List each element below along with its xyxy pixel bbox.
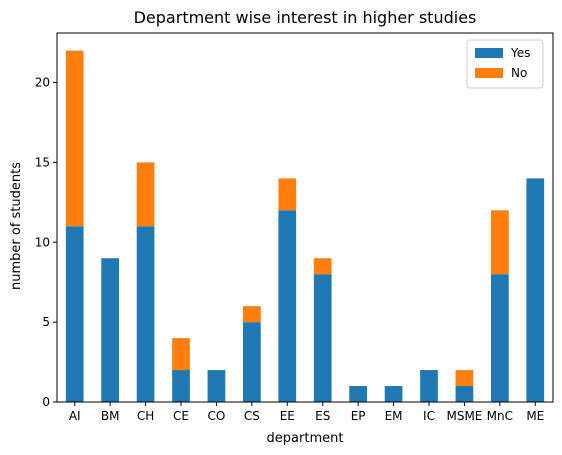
- bar-no-ai: [65, 50, 84, 227]
- bar-yes-ch: [136, 226, 155, 402]
- bar-no-ce: [172, 338, 190, 371]
- bar-yes-me: [526, 178, 545, 402]
- x-tick-label: EM: [385, 409, 403, 423]
- bar-no-msme: [455, 370, 474, 387]
- x-tick-label: EE: [280, 409, 295, 423]
- bar-yes-co: [207, 370, 226, 402]
- y-tick-label: 0: [42, 395, 50, 409]
- bar-yes-ic: [420, 370, 438, 402]
- legend-swatch-yes: [475, 48, 503, 58]
- plot-frame: [56, 32, 554, 403]
- x-tick-label: MnC: [487, 409, 513, 423]
- bar-yes-em: [384, 386, 403, 402]
- legend: Yes No: [466, 39, 544, 89]
- x-tick-label: CH: [137, 409, 154, 423]
- bar-yes-cs: [243, 322, 261, 402]
- bar-yes-es: [313, 274, 332, 402]
- x-tick-label: MSME: [446, 409, 482, 423]
- bar-yes-ee: [278, 210, 297, 402]
- x-tick-label: BM: [101, 409, 120, 423]
- x-tick-label: ME: [526, 409, 544, 423]
- axes-group: AI BM CH CE CO CS EE ES EP EM IC MSME MnC ME 0 5 10 15 20: [35, 32, 554, 423]
- bar-no-ee: [278, 178, 297, 211]
- x-tick-label: CE: [173, 409, 189, 423]
- legend-label-no: No: [511, 66, 527, 80]
- chart-title: Department wise interest in higher studi…: [134, 8, 477, 27]
- bar-no-es: [313, 258, 332, 275]
- bar-yes-ep: [349, 386, 367, 402]
- x-tick-label: CS: [244, 409, 260, 423]
- x-tick-label: ES: [315, 409, 330, 423]
- y-tick-label: 20: [35, 76, 50, 90]
- bar-yes-mnc: [491, 274, 509, 402]
- bars-group: [65, 50, 545, 402]
- x-tick-label: AI: [69, 409, 81, 423]
- bar-yes-ce: [172, 370, 190, 402]
- legend-box: [466, 39, 544, 89]
- x-axis-label: department: [267, 431, 344, 446]
- bar-no-ch: [136, 162, 155, 227]
- y-tick-label: 15: [35, 155, 50, 169]
- bar-no-mnc: [491, 210, 509, 275]
- bar-yes-msme: [455, 386, 474, 402]
- bar-yes-ai: [65, 226, 84, 402]
- legend-swatch-no: [475, 68, 503, 78]
- y-axis-label: number of students: [9, 162, 24, 290]
- x-tick-label: EP: [351, 409, 366, 423]
- x-tick-label: IC: [423, 409, 435, 423]
- legend-label-yes: Yes: [510, 46, 530, 60]
- bar-no-cs: [243, 306, 261, 323]
- x-tick-label: CO: [208, 409, 226, 423]
- bar-yes-bm: [101, 258, 119, 402]
- y-tick-label: 10: [35, 235, 50, 249]
- y-tick-label: 5: [42, 315, 50, 329]
